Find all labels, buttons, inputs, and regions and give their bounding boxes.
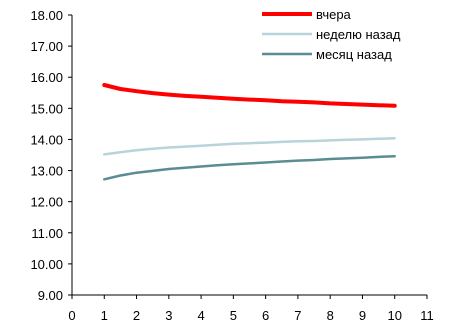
x-tick-label: 2 xyxy=(133,308,140,323)
series-line-2 xyxy=(103,154,396,181)
x-tick-label: 10 xyxy=(387,308,401,323)
y-tick-label: 10.00 xyxy=(30,257,63,272)
legend-label-0: вчера xyxy=(316,7,352,22)
y-tick-label: 17.00 xyxy=(30,39,63,54)
y-axis: 9.00 10.00 11.00 12.00 13.00 14.00 15.00 16.00 1… xyxy=(30,8,73,303)
x-tick-label: 4 xyxy=(197,308,204,323)
legend: вчера неделю назад месяц назад xyxy=(262,7,401,62)
legend-label-1: неделю назад xyxy=(316,27,401,42)
y-tick-label: 12.00 xyxy=(30,195,63,210)
y-tick-label: 13.00 xyxy=(30,164,63,179)
series-line-1 xyxy=(103,136,396,156)
y-tick-label: 14.00 xyxy=(30,132,63,147)
x-tick-label: 11 xyxy=(420,308,434,323)
y-tick-label: 16.00 xyxy=(30,70,63,85)
x-tick-label: 3 xyxy=(165,308,172,323)
y-tick-label: 15.00 xyxy=(30,101,63,116)
y-tick-label: 18.00 xyxy=(30,8,63,23)
x-tick-label: 9 xyxy=(359,308,366,323)
series-lines xyxy=(102,83,397,181)
series-line-0 xyxy=(102,83,397,108)
x-axis: 0 1 2 3 4 5 6 7 8 9 10 11 xyxy=(68,294,434,323)
x-tick-label: 7 xyxy=(294,308,301,323)
legend-label-2: месяц назад xyxy=(316,47,392,62)
x-tick-label: 5 xyxy=(230,308,237,323)
x-tick-label: 1 xyxy=(101,308,108,323)
x-tick-label: 6 xyxy=(262,308,269,323)
y-tick-label: 11.00 xyxy=(31,226,63,241)
x-tick-label: 8 xyxy=(327,308,334,323)
y-tick-label: 9.00 xyxy=(38,288,63,303)
x-tick-label: 0 xyxy=(68,308,75,323)
